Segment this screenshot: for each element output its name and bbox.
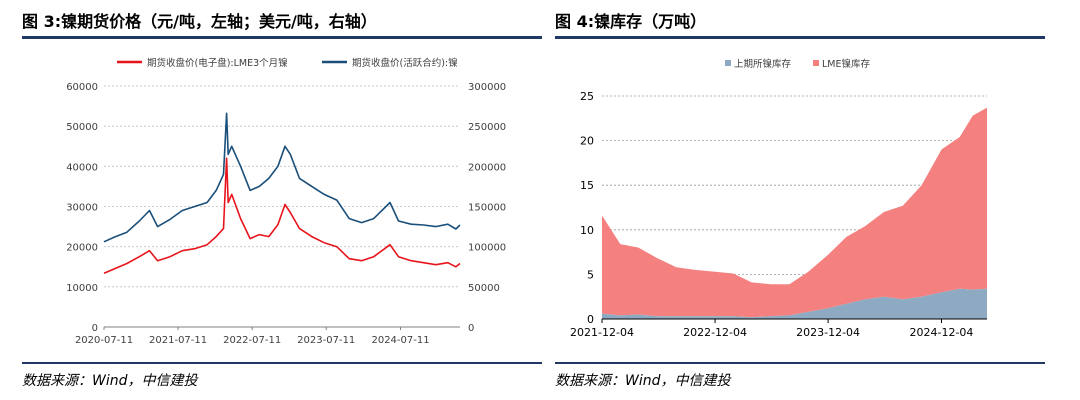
y-tick-label: 5 bbox=[587, 268, 594, 281]
area-lme bbox=[602, 107, 987, 318]
series-line bbox=[103, 112, 461, 243]
y-tick-label: 15 bbox=[580, 179, 594, 192]
legend-swatch bbox=[813, 60, 819, 66]
area-shfe bbox=[602, 288, 987, 319]
x-tick-label: 2021-12-04 bbox=[570, 326, 634, 339]
y-left-tick-label: 60000 bbox=[66, 82, 98, 93]
y-right-tick-label: 200000 bbox=[468, 162, 506, 173]
y-tick-label: 0 bbox=[587, 313, 594, 326]
source-note: 数据来源：Wind，中信建投 bbox=[22, 373, 198, 389]
series-line bbox=[103, 157, 461, 274]
source-note: 数据来源：Wind，中信建投 bbox=[555, 373, 731, 389]
y-right-tick-label: 0 bbox=[468, 323, 474, 334]
y-right-tick-label: 250000 bbox=[468, 122, 506, 133]
legend-label: 期货收盘价(电子盘):LME3个月镍 bbox=[147, 57, 288, 69]
chart-title: 图 4:镍库存（万吨） bbox=[555, 12, 707, 31]
y-right-tick-label: 50000 bbox=[468, 283, 500, 294]
x-tick-label: 2024-12-04 bbox=[910, 326, 974, 339]
y-left-tick-label: 10000 bbox=[66, 283, 98, 294]
legend-swatch bbox=[725, 60, 731, 66]
y-left-tick-label: 30000 bbox=[66, 203, 98, 214]
y-tick-label: 25 bbox=[580, 90, 594, 103]
bottom-rule bbox=[22, 362, 542, 364]
y-left-tick-label: 40000 bbox=[66, 162, 98, 173]
top-rule bbox=[22, 36, 542, 39]
y-right-tick-label: 150000 bbox=[468, 203, 506, 214]
y-tick-label: 20 bbox=[580, 135, 594, 148]
bottom-rule bbox=[555, 362, 1045, 364]
inventory-area-chart: 0 5 10 15 20 25 2021-12-04 2022-12-04 2023-12-04… bbox=[570, 58, 987, 339]
top-rule bbox=[555, 36, 1045, 39]
legend-label: 期货收盘价(活跃合约):镍 bbox=[352, 57, 458, 69]
y-left-tick-label: 0 bbox=[92, 323, 98, 334]
y-left-tick-label: 20000 bbox=[66, 243, 98, 254]
y-tick-label: 10 bbox=[580, 224, 594, 237]
x-tick-label: 2022-12-04 bbox=[683, 326, 747, 339]
y-left-tick-label: 50000 bbox=[66, 122, 98, 133]
x-tick-label: 2020-07-11 bbox=[75, 335, 133, 346]
y-right-tick-label: 300000 bbox=[468, 82, 506, 93]
x-tick-label: 2021-07-11 bbox=[149, 335, 207, 346]
x-tick-label: 2023-12-04 bbox=[796, 326, 860, 339]
chart-title: 图 3:镍期货价格（元/吨，左轴；美元/吨，右轴） bbox=[22, 12, 377, 31]
x-tick-label: 2022-07-11 bbox=[223, 335, 281, 346]
x-tick-label: 2023-07-11 bbox=[297, 335, 355, 346]
legend-label: LME镍库存 bbox=[822, 58, 870, 70]
y-right-tick-label: 100000 bbox=[468, 243, 506, 254]
price-line-chart: 0 10000 20000 30000 40000 50000 60000 0 50000 100… bbox=[66, 57, 506, 346]
x-tick-label: 2024-07-11 bbox=[371, 335, 429, 346]
legend-label: 上期所镍库存 bbox=[734, 58, 792, 70]
